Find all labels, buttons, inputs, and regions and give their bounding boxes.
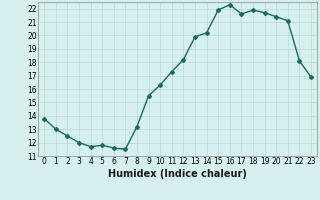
X-axis label: Humidex (Indice chaleur): Humidex (Indice chaleur) — [108, 169, 247, 179]
